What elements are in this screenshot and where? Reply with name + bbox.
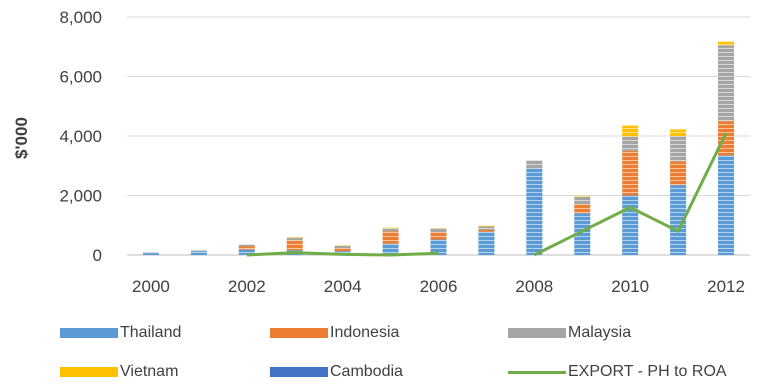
legend-label-export: EXPORT - PH to ROA xyxy=(568,363,727,380)
legend-label-vietnam: Vietnam xyxy=(120,363,179,380)
bar-segment xyxy=(430,228,447,233)
bar-segment xyxy=(478,225,495,227)
x-tick-label: 2004 xyxy=(324,277,362,296)
y-tick-label: 8,000 xyxy=(59,8,102,27)
bar-segment xyxy=(334,245,351,249)
bar-segment xyxy=(190,250,207,252)
bar-segment xyxy=(718,41,735,46)
legend-swatch-vietnam xyxy=(60,367,118,377)
y-axis-ticks: 0 2,000 4,000 6,000 8,000 xyxy=(59,8,102,265)
bar-segment xyxy=(670,136,687,162)
gridlines xyxy=(127,16,750,256)
bar-segment xyxy=(574,195,591,197)
legend-item-cambodia: Cambodia xyxy=(270,362,403,382)
bar-segment xyxy=(622,125,639,137)
bar-segment xyxy=(286,240,303,251)
bar-segment xyxy=(430,232,447,240)
export-line-segment xyxy=(533,132,728,257)
legend-label-cambodia: Cambodia xyxy=(330,363,403,380)
bar-segment xyxy=(718,121,735,156)
legend-label-malaysia: Malaysia xyxy=(568,324,632,341)
bar-segment xyxy=(142,253,159,255)
x-tick-label: 2006 xyxy=(420,277,458,296)
bar-segment xyxy=(574,196,591,205)
bar-segment xyxy=(334,248,351,252)
x-tick-label: 2002 xyxy=(228,277,266,296)
bar-segment xyxy=(238,244,255,247)
bar-segment xyxy=(718,45,735,122)
y-tick-label: 0 xyxy=(93,246,102,265)
y-tick-label: 4,000 xyxy=(59,127,102,146)
legend-item-malaysia: Malaysia xyxy=(508,323,631,343)
bar-segment xyxy=(622,136,639,151)
y-axis-title: $'000 xyxy=(12,117,31,159)
bar-segment xyxy=(718,155,735,255)
bar-segment xyxy=(574,204,591,214)
y-tick-label: 6,000 xyxy=(59,68,102,87)
legend-swatch-indonesia xyxy=(270,328,328,338)
bar-segment xyxy=(430,239,447,255)
export-line-segment xyxy=(246,251,439,257)
bar-segment xyxy=(190,251,207,255)
bar-segment xyxy=(526,160,543,169)
x-axis-ticks: 2000 2002 2004 2006 2008 2010 2012 xyxy=(132,277,745,296)
y-tick-label: 2,000 xyxy=(59,187,102,206)
legend-label-thailand: Thailand xyxy=(120,324,182,341)
legend-item-indonesia: Indonesia xyxy=(270,323,399,343)
x-tick-label: 2008 xyxy=(515,277,553,296)
legend-swatch-malaysia xyxy=(508,328,566,338)
bar-segment xyxy=(622,150,639,196)
bar-segment xyxy=(238,249,255,255)
bar-segment xyxy=(286,238,303,241)
legend-item-export: EXPORT - PH to ROA xyxy=(508,362,727,382)
legend-label-indonesia: Indonesia xyxy=(330,324,400,341)
bar-segment xyxy=(382,231,399,244)
legend-item-thailand: Thailand xyxy=(60,323,181,343)
bar-segment xyxy=(238,246,255,250)
bar-segment xyxy=(430,227,447,229)
x-tick-label: 2010 xyxy=(611,277,649,296)
bar-segment xyxy=(526,168,543,255)
bar-segment xyxy=(478,230,495,232)
bar-segment xyxy=(286,237,303,239)
bar-segment xyxy=(382,227,399,229)
export-line xyxy=(246,132,728,257)
bar-segment xyxy=(574,213,591,255)
x-tick-label: 2000 xyxy=(132,277,170,296)
bar-segment xyxy=(670,129,687,136)
legend-swatch-thailand xyxy=(60,328,118,338)
bar-segment xyxy=(142,252,159,254)
legend-swatch-cambodia xyxy=(270,367,328,377)
x-tick-label: 2012 xyxy=(707,277,745,296)
bar-segment xyxy=(382,228,399,232)
legend-line-export xyxy=(508,370,566,374)
legend-item-vietnam: Vietnam xyxy=(60,362,178,382)
bar-segment xyxy=(478,226,495,231)
bar-segment xyxy=(382,243,399,255)
bar-segment xyxy=(478,231,495,255)
bar-segment xyxy=(670,161,687,186)
bar-segment xyxy=(670,185,687,255)
